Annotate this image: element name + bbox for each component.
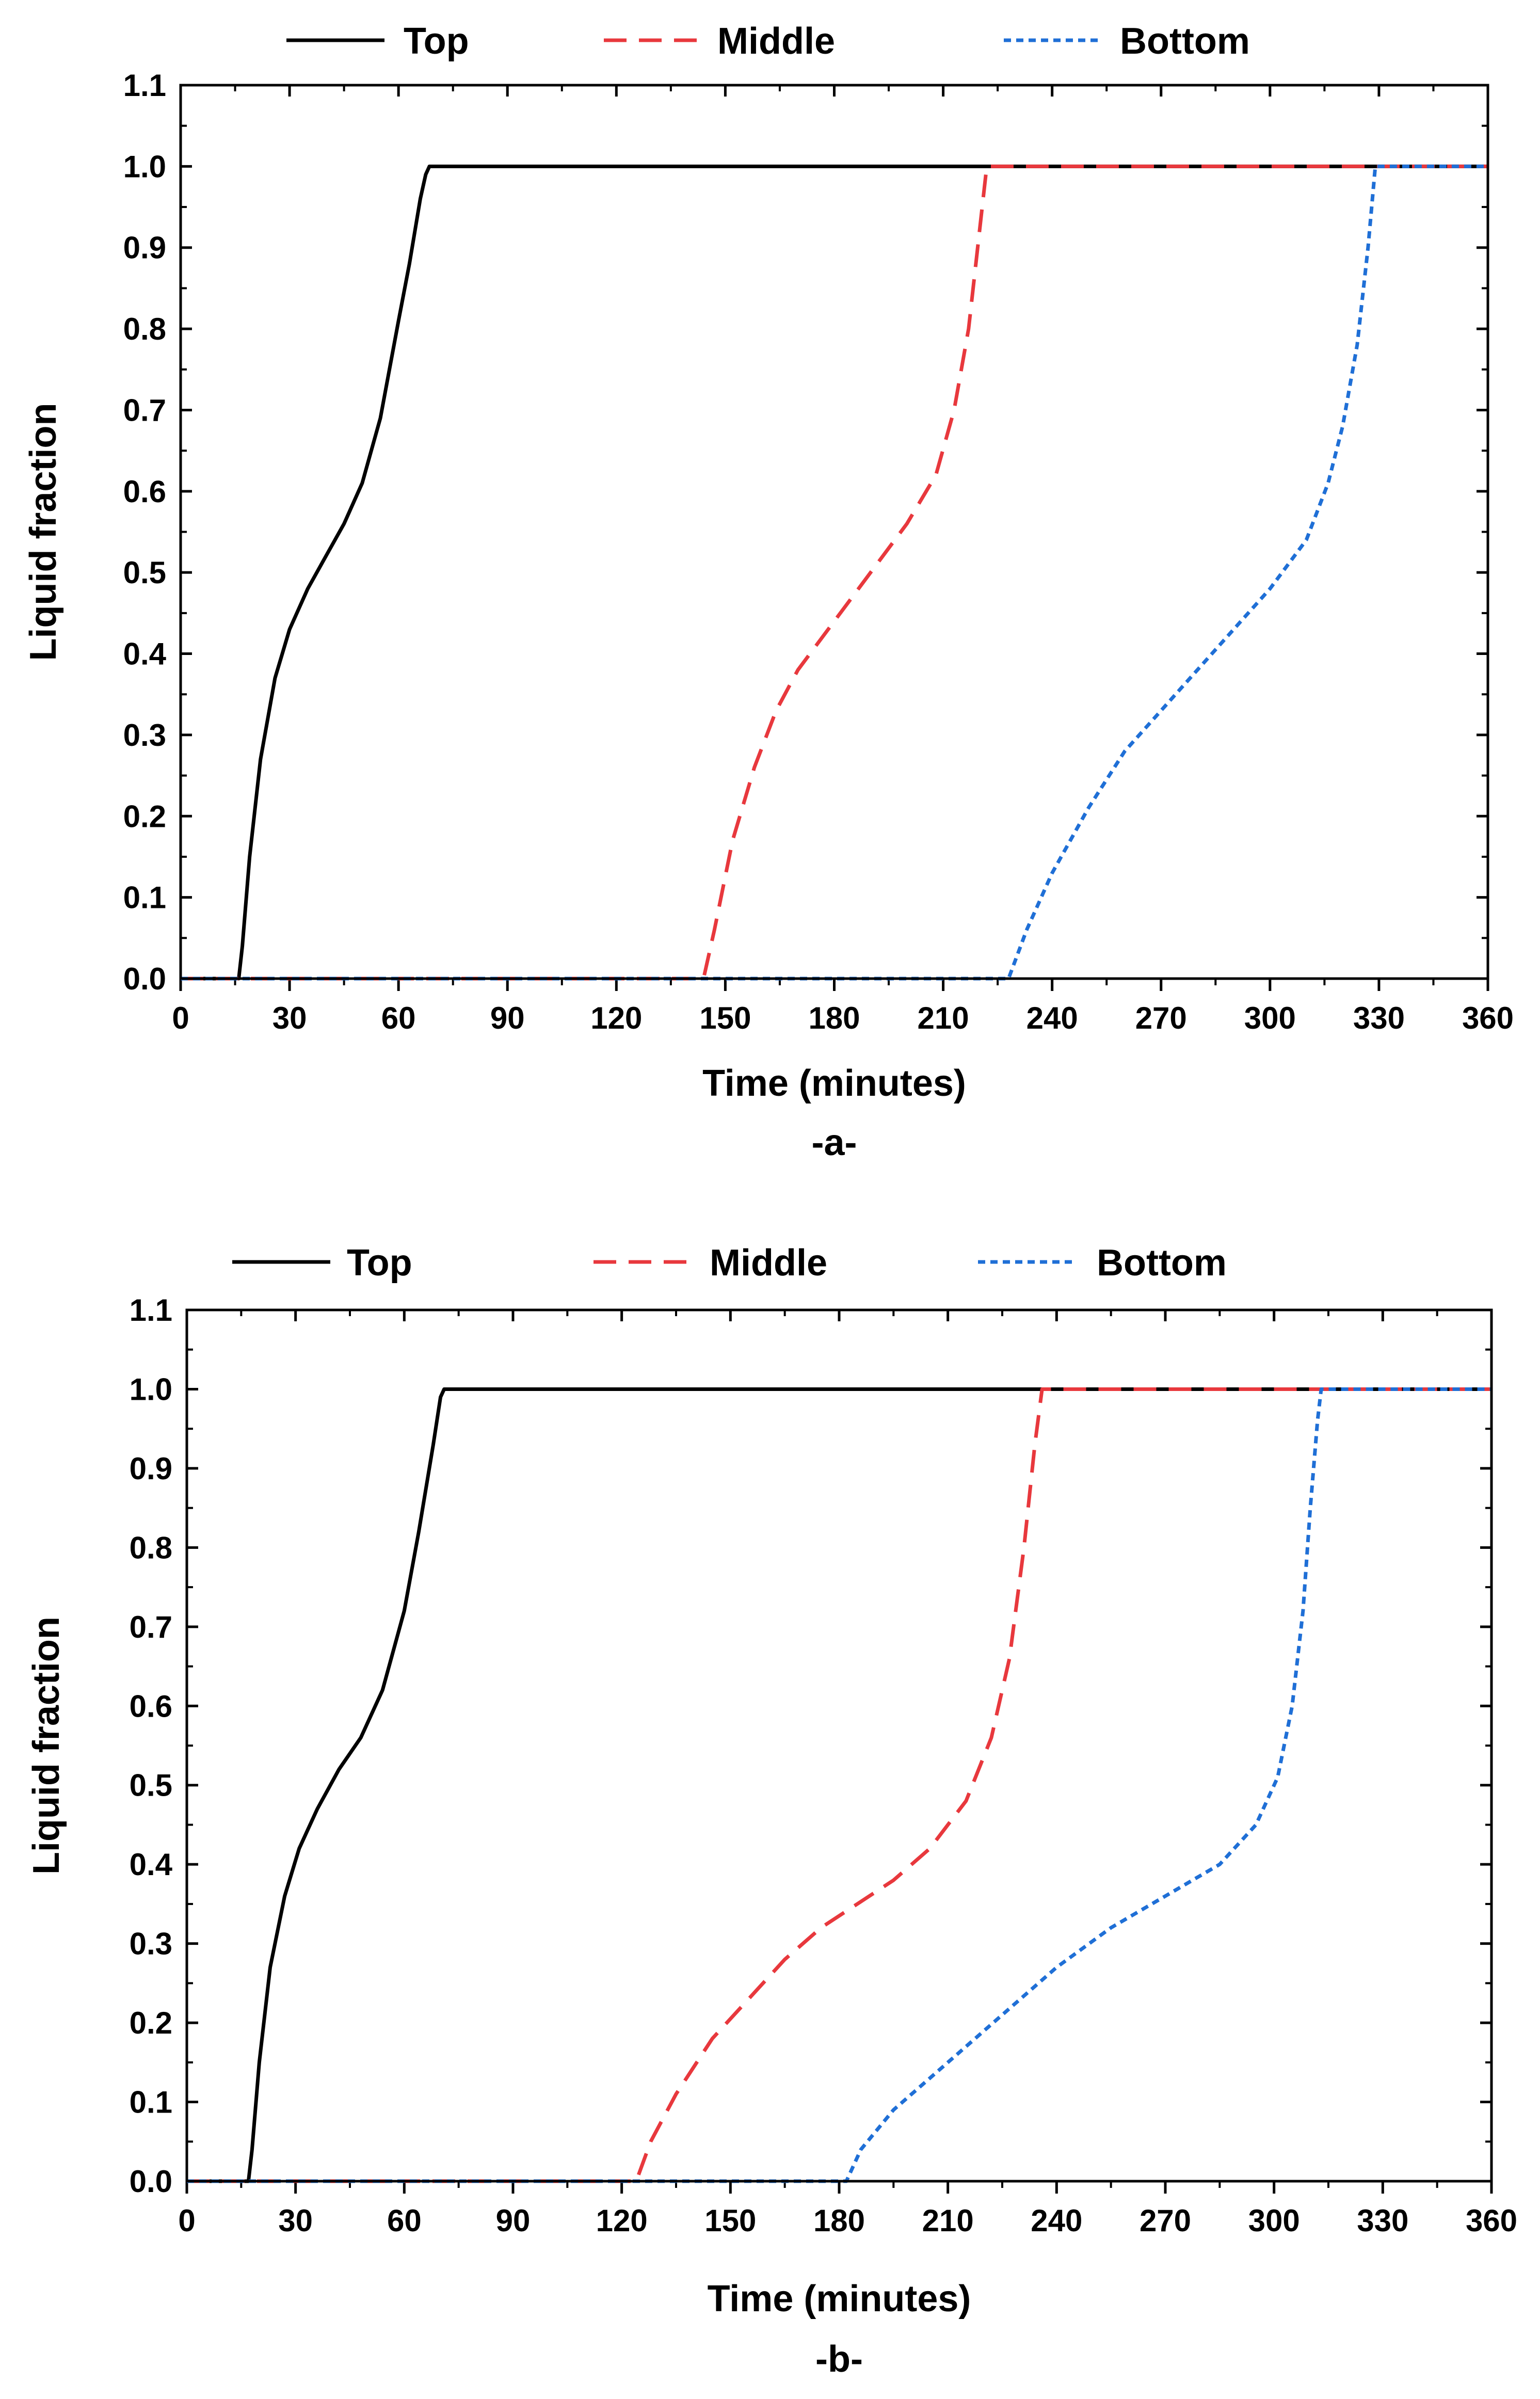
y-tick-label: 0.3 <box>130 1927 172 1961</box>
y-tick-label: 0.9 <box>130 1451 172 1486</box>
legend-label-top: Top <box>404 21 469 62</box>
x-tick-label: 300 <box>1248 2203 1300 2238</box>
series-line-top <box>187 1387 1491 2183</box>
x-tick-label: 180 <box>813 2203 865 2238</box>
x-tick-label: 150 <box>704 2203 756 2238</box>
x-tick-label: 240 <box>1031 2203 1082 2238</box>
x-tick-label: 90 <box>496 2203 531 2238</box>
x-tick-label: 60 <box>381 1001 416 1035</box>
series-line-middle <box>187 1387 1491 2183</box>
y-tick-label: 0.7 <box>130 1610 172 1644</box>
y-tick-label: 0.5 <box>123 555 166 590</box>
series-line-top <box>181 164 1488 981</box>
chart-b: 0.0 0.1 0.2 0.3 0.4 0.5 0.6 0.7 0.8 0.9 1.0 1.1 0 30 6… <box>26 1242 1517 2380</box>
x-tick-label: 330 <box>1353 1001 1405 1035</box>
legend-label-top: Top <box>347 1242 412 1284</box>
y-tick-label: 0.1 <box>130 2085 172 2120</box>
legend-label-middle: Middle <box>717 21 835 62</box>
chart-a: 0.0 0.1 0.2 0.3 0.4 0.5 0.6 0.7 0.8 0.9 1.0 1.1 0 30 6… <box>23 21 1514 1163</box>
x-tick-label: 270 <box>1140 2203 1191 2238</box>
series-line-bottom <box>181 164 1488 981</box>
x-tick-label: 180 <box>808 1001 860 1035</box>
legend-label-middle: Middle <box>710 1242 827 1284</box>
x-tick-label: 330 <box>1357 2203 1408 2238</box>
plot-frame <box>179 84 1489 980</box>
legend-label-bottom: Bottom <box>1120 21 1250 62</box>
y-axis-label: Liquid fraction <box>23 403 64 661</box>
y-tick-label: 1.1 <box>123 68 166 103</box>
y-tick-label: 0.6 <box>123 474 166 509</box>
y-axis-label: Liquid fraction <box>26 1617 67 1875</box>
series-line-middle <box>181 164 1488 981</box>
x-tick-label: 30 <box>272 1001 307 1035</box>
x-tick-label: 300 <box>1244 1001 1296 1035</box>
y-tick-label: 0.8 <box>123 312 166 346</box>
series-line-bottom <box>187 1387 1491 2183</box>
legend-label-bottom: Bottom <box>1097 1242 1227 1284</box>
x-tick-label: 120 <box>590 1001 642 1035</box>
x-tick-label: 240 <box>1026 1001 1078 1035</box>
y-tick-label: 0.2 <box>130 2006 172 2040</box>
y-tick-label: 0.5 <box>130 1768 172 1803</box>
x-tick-label: 360 <box>1466 2203 1517 2238</box>
y-tick-label: 1.0 <box>123 149 166 184</box>
y-tick-label: 0.6 <box>130 1689 172 1723</box>
x-tick-label: 0 <box>172 1001 189 1035</box>
chart-caption: -a- <box>812 1122 857 1163</box>
plot-frame <box>185 1308 1493 2183</box>
x-tick-label: 90 <box>490 1001 525 1035</box>
x-tick-label: 120 <box>596 2203 648 2238</box>
x-tick-label: 210 <box>922 2203 974 2238</box>
x-axis-label: Time (minutes) <box>702 1063 966 1104</box>
y-tick-label: 0.2 <box>123 799 166 834</box>
y-tick-label: 0.0 <box>130 2164 172 2199</box>
y-tick-label: 0.4 <box>123 637 167 671</box>
x-tick-label: 270 <box>1135 1001 1187 1035</box>
x-tick-label: 210 <box>918 1001 969 1035</box>
y-tick-label: 0.1 <box>123 881 166 915</box>
x-tick-label: 150 <box>699 1001 751 1035</box>
y-tick-label: 0.7 <box>123 393 166 427</box>
chart-caption: -b- <box>815 2339 863 2380</box>
y-tick-label: 0.0 <box>123 962 166 996</box>
x-tick-label: 60 <box>387 2203 422 2238</box>
y-tick-label: 0.3 <box>123 718 166 753</box>
y-tick-label: 1.1 <box>130 1293 172 1328</box>
y-tick-label: 0.8 <box>130 1530 172 1565</box>
y-tick-label: 1.0 <box>130 1372 172 1406</box>
x-tick-label: 30 <box>278 2203 313 2238</box>
y-tick-label: 0.4 <box>130 1847 173 1882</box>
x-tick-label: 360 <box>1462 1001 1514 1035</box>
x-axis-label: Time (minutes) <box>708 2278 971 2320</box>
y-tick-label: 0.9 <box>123 231 166 265</box>
x-tick-label: 0 <box>178 2203 195 2238</box>
